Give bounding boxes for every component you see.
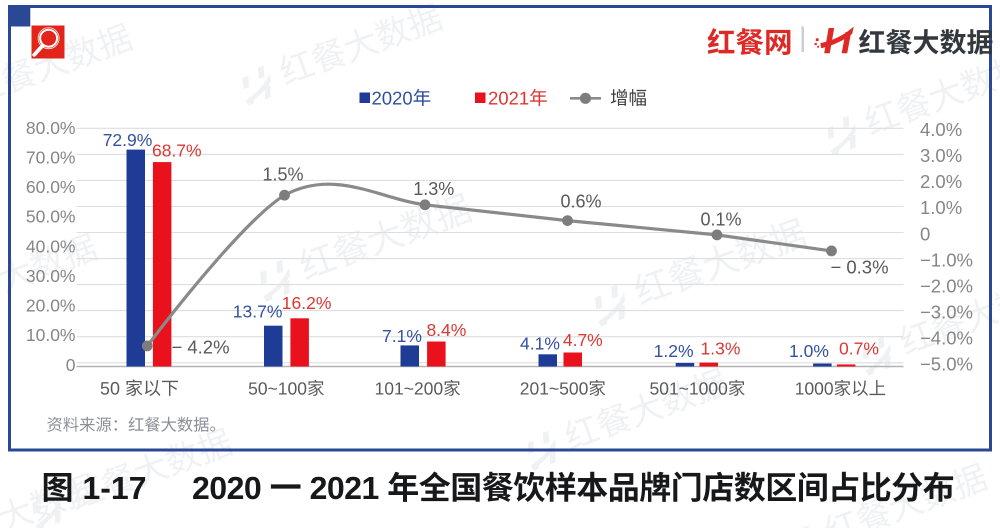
svg-text:1.2%: 1.2%	[654, 341, 694, 361]
svg-text:4.0%: 4.0%	[920, 119, 962, 140]
svg-text:−1.0%: −1.0%	[920, 249, 973, 270]
svg-text:40.0%: 40.0%	[26, 236, 76, 256]
svg-text:−4.0%: −4.0%	[920, 328, 973, 349]
svg-text:7.1%: 7.1%	[382, 326, 422, 346]
svg-text:4.7%: 4.7%	[563, 330, 603, 350]
svg-text:0.7%: 0.7%	[839, 338, 879, 358]
svg-text:0.1%: 0.1%	[700, 210, 741, 230]
svg-text:0: 0	[66, 355, 76, 375]
svg-text:72.9%: 72.9%	[103, 130, 153, 150]
svg-text:3.0%: 3.0%	[920, 145, 962, 166]
svg-text:80.0%: 80.0%	[26, 118, 76, 138]
svg-text:4.1%: 4.1%	[520, 334, 560, 354]
svg-text:16.2%: 16.2%	[282, 293, 332, 313]
svg-text:0.6%: 0.6%	[560, 192, 601, 212]
svg-text:68.7%: 68.7%	[152, 141, 202, 161]
svg-text:1.3%: 1.3%	[701, 338, 741, 358]
svg-text:− 4.2%: − 4.2%	[171, 337, 229, 358]
svg-text:70.0%: 70.0%	[26, 148, 76, 168]
svg-text:1.0%: 1.0%	[789, 341, 829, 361]
svg-text:−5.0%: −5.0%	[920, 354, 973, 375]
svg-text:13.7%: 13.7%	[233, 302, 283, 322]
svg-text:20.0%: 20.0%	[26, 296, 76, 316]
svg-text:2.0%: 2.0%	[920, 171, 962, 192]
svg-text:50.0%: 50.0%	[26, 207, 76, 227]
svg-text:0: 0	[920, 223, 930, 244]
svg-text:30.0%: 30.0%	[26, 266, 76, 286]
svg-text:60.0%: 60.0%	[26, 177, 76, 197]
svg-text:1.3%: 1.3%	[413, 179, 454, 199]
svg-text:8.4%: 8.4%	[426, 320, 466, 340]
svg-text:10.0%: 10.0%	[26, 325, 76, 345]
svg-text:− 0.3%: − 0.3%	[830, 257, 888, 278]
svg-text:−2.0%: −2.0%	[920, 275, 973, 296]
svg-text:−3.0%: −3.0%	[920, 302, 973, 323]
svg-text:1.5%: 1.5%	[262, 165, 303, 185]
svg-text:1.0%: 1.0%	[920, 197, 962, 218]
